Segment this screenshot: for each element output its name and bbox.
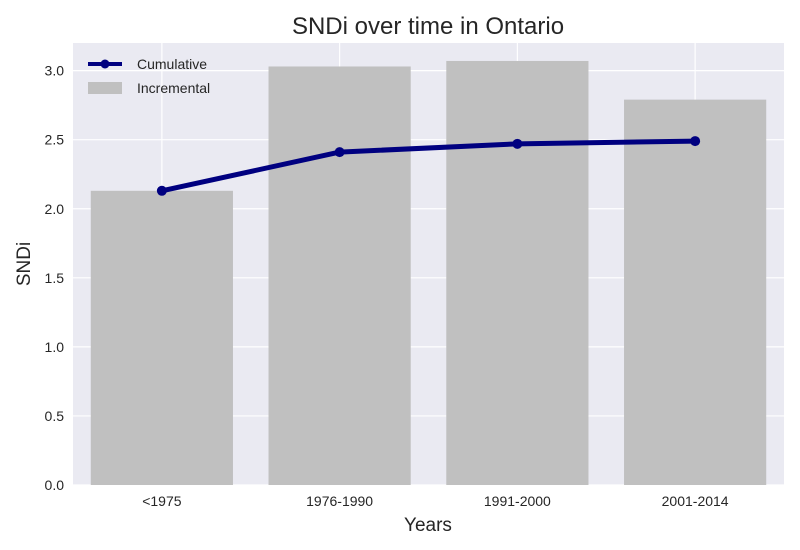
y-tick-label: 1.5 [45,270,65,286]
y-axis-ticks: 0.0 0.5 1.0 1.5 2.0 2.5 3.0 [45,63,65,493]
x-axis-ticks: <1975 1976-1990 1991-2000 2001-2014 [142,493,729,509]
legend-cumulative-label: Cumulative [137,56,207,72]
x-tick-label: 1991-2000 [484,493,551,509]
x-tick-label: <1975 [142,493,182,509]
y-tick-label: 3.0 [45,63,65,79]
bar-incremental [90,190,233,485]
point-cumulative [512,138,523,149]
x-tick-label: 1976-1990 [306,493,373,509]
legend-incremental-label: Incremental [137,80,210,96]
x-tick-label: 2001-2014 [662,493,729,509]
legend: Cumulative Incremental [88,56,210,96]
x-axis-label: Years [404,515,452,536]
y-tick-label: 0.0 [45,477,65,493]
point-cumulative [156,185,167,196]
bar-incremental [268,66,411,485]
legend-cumulative-marker [100,59,110,69]
point-cumulative [690,136,701,147]
point-cumulative [334,147,345,158]
legend-incremental-swatch [88,82,122,94]
y-tick-label: 2.0 [45,201,65,217]
y-tick-label: 0.5 [45,408,65,424]
chart-title: SNDi over time in Ontario [292,13,564,40]
y-tick-label: 2.5 [45,132,65,148]
y-axis-label: SNDi [14,242,35,286]
line-cumulative [159,138,698,194]
bar-incremental [446,60,589,486]
bar-incremental [624,99,767,485]
line-series-cumulative [156,136,701,196]
bar-series-incremental [90,60,767,486]
y-tick-label: 1.0 [45,339,65,355]
